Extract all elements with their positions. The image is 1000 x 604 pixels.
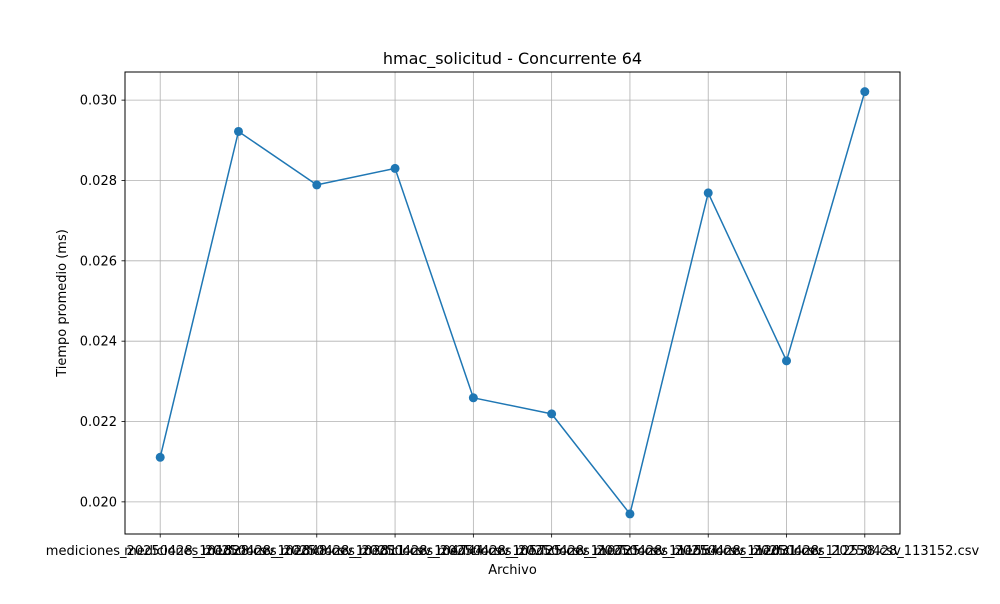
y-tick-label: 0.024	[80, 335, 117, 350]
x-axis-label: Archivo	[488, 563, 537, 578]
y-tick-label: 0.022	[80, 415, 117, 430]
x-tick-label: mediciones_20250428_113152.csv	[750, 544, 979, 559]
data-point-marker	[468, 393, 478, 403]
y-tick-label: 0.020	[80, 495, 117, 510]
x-tick-label: mediciones_20250428_105725.csv	[359, 544, 588, 559]
y-tick-label: 0.028	[80, 174, 117, 189]
x-tick-label: mediciones_20250428_110725.csv	[437, 544, 666, 559]
y-tick-label: 0.030	[80, 94, 117, 109]
data-point-marker	[782, 356, 792, 366]
x-tick-label: mediciones_20250428_103811.csv	[202, 544, 431, 559]
data-point-marker	[155, 452, 165, 462]
x-tick-label: mediciones_20250428_102848.csv	[124, 544, 353, 559]
x-tick-label: mediciones_20250428_104744.csv	[281, 544, 510, 559]
data-point-marker	[233, 126, 243, 136]
x-tick-label: mediciones_20250428_112031.csv	[594, 544, 823, 559]
plot-frame	[124, 71, 901, 535]
y-axis-label: Tiempo promedio (ms)	[55, 229, 70, 378]
chart-title: hmac_solicitud - Concurrente 64	[383, 49, 642, 69]
series-group	[155, 87, 870, 519]
data-point-marker	[860, 87, 870, 97]
data-point-marker	[312, 180, 322, 190]
data-point-marker	[703, 188, 713, 198]
x-tick-label: mediciones_20250428_112538.csv	[672, 544, 901, 559]
data-point-marker	[547, 409, 557, 419]
data-point-marker	[625, 509, 635, 519]
data-point-marker	[390, 163, 400, 173]
series-line	[159, 91, 866, 515]
x-tick-label: mediciones_20250428_101828.csv	[46, 544, 275, 559]
y-tick-label: 0.026	[80, 254, 117, 269]
grid	[125, 72, 900, 534]
x-tick-label: mediciones_20250428_111554.csv	[516, 544, 745, 559]
axis-ticks: mediciones_20250428_101828.csvmediciones…	[46, 94, 980, 559]
